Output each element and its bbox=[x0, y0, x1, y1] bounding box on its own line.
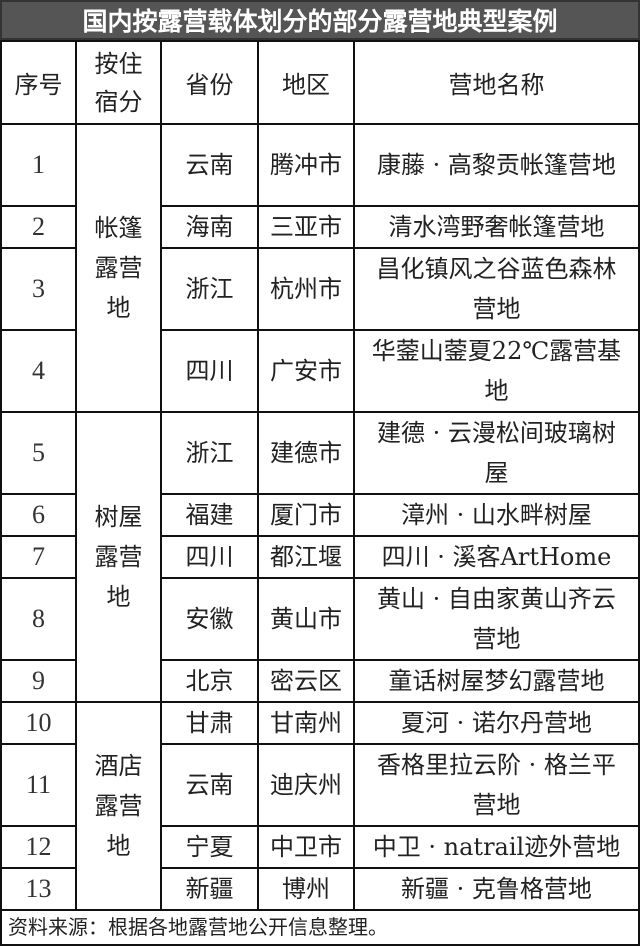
header-no: 序号 bbox=[0, 40, 77, 125]
header-province: 省份 bbox=[160, 40, 259, 125]
area: 中卫市 bbox=[257, 825, 355, 869]
accommodation-type: 酒店露营地 bbox=[75, 701, 162, 911]
header-name: 营地名称 bbox=[353, 40, 640, 125]
accommodation-type: 帐篷露营地 bbox=[75, 123, 162, 413]
row-number: 3 bbox=[0, 247, 77, 331]
row-number: 11 bbox=[0, 743, 77, 827]
row-number: 7 bbox=[0, 535, 77, 579]
row-number: 6 bbox=[0, 493, 77, 537]
area: 甘南州 bbox=[257, 701, 355, 745]
table-row: 3 浙江 杭州市 昌化镇风之谷蓝色森林营地 bbox=[0, 247, 640, 331]
table-row: 10 酒店露营地 甘肃 甘南州 夏河 · 诺尔丹营地 bbox=[0, 701, 640, 911]
campsite-name: 建德 · 云漫松间玻璃树屋 bbox=[353, 411, 640, 495]
table-row: 12 宁夏 中卫市 中卫 · natrail迹外营地 bbox=[0, 825, 640, 869]
province: 新疆 bbox=[160, 867, 259, 911]
source-note: 资料来源：根据各地露营地公开信息整理。 bbox=[0, 911, 640, 946]
campsite-name: 昌化镇风之谷蓝色森林营地 bbox=[353, 247, 640, 331]
province: 云南 bbox=[160, 743, 259, 827]
area: 迪庆州 bbox=[257, 743, 355, 827]
area: 广安市 bbox=[257, 329, 355, 413]
campsite-name: 漳州 · 山水畔树屋 bbox=[353, 493, 640, 537]
table-row: 8 安徽 黄山市 黄山 · 自由家黄山齐云营地 bbox=[0, 577, 640, 661]
table-row: 7 四川 都江堰 四川 · 溪客ArtHome bbox=[0, 535, 640, 579]
table-row: 1 帐篷露营地 云南 腾冲市 康藤 · 高黎贡帐篷营地 bbox=[0, 123, 640, 413]
area: 建德市 bbox=[257, 411, 355, 495]
area: 腾冲市 bbox=[257, 123, 355, 207]
row-number: 12 bbox=[0, 825, 77, 869]
campsite-name: 黄山 · 自由家黄山齐云营地 bbox=[353, 577, 640, 661]
table-row: 4 四川 广安市 华蓥山蓥夏22℃露营基地 bbox=[0, 329, 640, 413]
row-number: 9 bbox=[0, 659, 77, 703]
area: 黄山市 bbox=[257, 577, 355, 661]
province: 海南 bbox=[160, 205, 259, 249]
province: 四川 bbox=[160, 329, 259, 413]
row-number: 13 bbox=[0, 867, 77, 911]
province: 浙江 bbox=[160, 247, 259, 331]
table-title: 国内按露营载体划分的部分露营地典型案例 bbox=[0, 0, 640, 40]
province: 四川 bbox=[160, 535, 259, 579]
campsite-name: 清水湾野奢帐篷营地 bbox=[353, 205, 640, 249]
province: 北京 bbox=[160, 659, 259, 703]
campsite-name: 康藤 · 高黎贡帐篷营地 bbox=[353, 123, 640, 207]
area: 博州 bbox=[257, 867, 355, 911]
table-row: 9 北京 密云区 童话树屋梦幻露营地 bbox=[0, 659, 640, 703]
province: 宁夏 bbox=[160, 825, 259, 869]
table-row: 6 福建 厦门市 漳州 · 山水畔树屋 bbox=[0, 493, 640, 537]
area: 厦门市 bbox=[257, 493, 355, 537]
header-type: 按住宿分 bbox=[75, 40, 162, 125]
row-number: 4 bbox=[0, 329, 77, 413]
row-number: 1 bbox=[0, 123, 77, 207]
table-row: 2 海南 三亚市 清水湾野奢帐篷营地 bbox=[0, 205, 640, 249]
row-number: 8 bbox=[0, 577, 77, 661]
area: 都江堰 bbox=[257, 535, 355, 579]
row-number: 10 bbox=[0, 701, 77, 745]
campsite-name: 中卫 · natrail迹外营地 bbox=[353, 825, 640, 869]
row-number: 5 bbox=[0, 411, 77, 495]
campsite-name: 华蓥山蓥夏22℃露营基地 bbox=[353, 329, 640, 413]
accommodation-type: 树屋露营地 bbox=[75, 411, 162, 703]
row-number: 2 bbox=[0, 205, 77, 249]
area: 密云区 bbox=[257, 659, 355, 703]
province: 甘肃 bbox=[160, 701, 259, 745]
campsite-name: 夏河 · 诺尔丹营地 bbox=[353, 701, 640, 745]
province: 浙江 bbox=[160, 411, 259, 495]
header-area: 地区 bbox=[257, 40, 355, 125]
area: 杭州市 bbox=[257, 247, 355, 331]
province: 福建 bbox=[160, 493, 259, 537]
table-row: 11 云南 迪庆州 香格里拉云阶 · 格兰平营地 bbox=[0, 743, 640, 827]
province: 安徽 bbox=[160, 577, 259, 661]
table-row: 5 树屋露营地 浙江 建德市 建德 · 云漫松间玻璃树屋 bbox=[0, 411, 640, 703]
campsite-table: 序号 按住宿分 省份 地区 营地名称 1 帐篷露营地 云南 腾冲市 康藤 · 高黎贡帐篷… bbox=[0, 40, 640, 911]
header-row: 序号 按住宿分 省份 地区 营地名称 bbox=[0, 40, 640, 125]
campsite-name: 童话树屋梦幻露营地 bbox=[353, 659, 640, 703]
table-row: 13 新疆 博州 新疆 · 克鲁格营地 bbox=[0, 867, 640, 911]
campsite-name: 香格里拉云阶 · 格兰平营地 bbox=[353, 743, 640, 827]
area: 三亚市 bbox=[257, 205, 355, 249]
province: 云南 bbox=[160, 123, 259, 207]
campsite-name: 新疆 · 克鲁格营地 bbox=[353, 867, 640, 911]
campsite-name: 四川 · 溪客ArtHome bbox=[353, 535, 640, 579]
